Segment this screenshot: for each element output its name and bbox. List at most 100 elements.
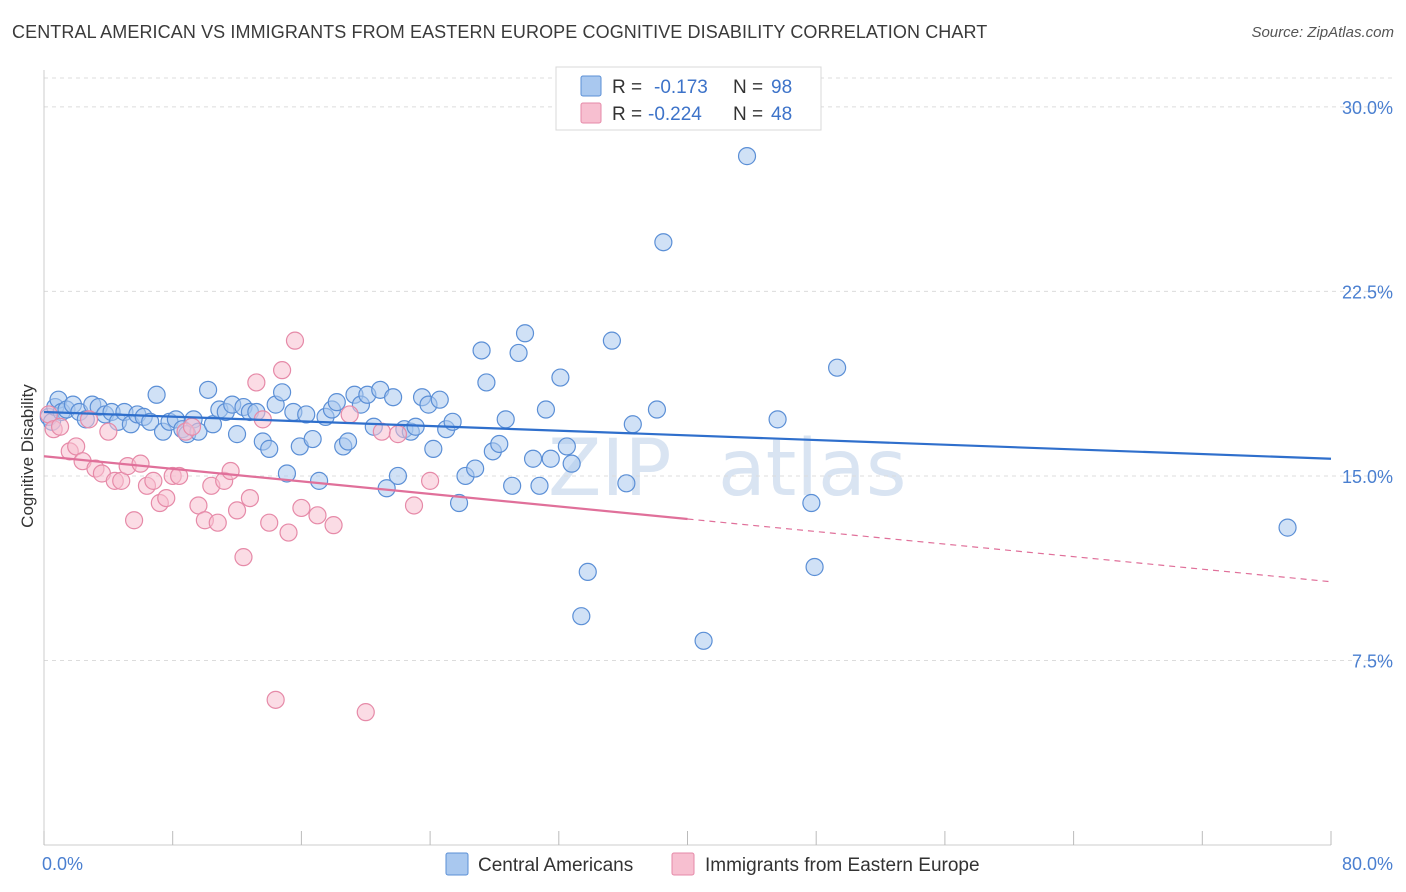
point-central-americans-19 [147, 385, 166, 404]
trend-line-1-dashed [687, 518, 1332, 583]
point-central-americans-98 [828, 358, 847, 377]
x-tick-label-0: 0.0% [42, 854, 83, 874]
point-eastern-europe-38 [285, 331, 305, 350]
point-eastern-europe-13 [124, 511, 144, 530]
watermark: ZIP atlas [548, 424, 907, 514]
point-central-americans-95 [768, 410, 787, 429]
point-central-americans-50 [338, 432, 358, 451]
legend-n-label-2: N = [733, 104, 763, 125]
legend-r-label-1: R = [612, 77, 642, 98]
point-central-americans-93 [694, 631, 713, 650]
point-central-americans-45 [309, 471, 329, 490]
y-tick-label-1: 15.0% [1342, 467, 1393, 487]
point-eastern-europe-26 [208, 513, 227, 532]
point-central-americans-81 [536, 400, 556, 419]
point-central-americans-77 [509, 343, 528, 363]
point-central-americans-76 [503, 476, 522, 495]
point-eastern-europe-36 [272, 361, 292, 380]
point-eastern-europe-39 [292, 498, 311, 518]
point-central-americans-80 [530, 476, 549, 495]
point-eastern-europe-20 [170, 466, 189, 486]
point-eastern-europe-28 [221, 461, 240, 481]
point-central-americans-92 [654, 233, 673, 252]
point-central-americans-72 [477, 373, 496, 392]
point-eastern-europe-34 [260, 513, 279, 532]
gridlines: 7.5% 15.0% 22.5% 30.0% [44, 77, 1393, 671]
point-central-americans-75 [496, 410, 515, 429]
bottom-legend-swatch-pink [671, 852, 695, 876]
point-eastern-europe-16 [144, 471, 163, 490]
point-central-americans-57 [383, 388, 403, 407]
point-central-americans-87 [578, 562, 597, 582]
point-eastern-europe-35 [266, 690, 285, 709]
legend-r-label-2: R = [612, 104, 642, 125]
point-central-americans-85 [562, 454, 581, 473]
legend-swatch-blue [580, 75, 602, 97]
point-eastern-europe-44 [372, 422, 391, 441]
point-central-americans-90 [623, 415, 642, 434]
point-eastern-europe-47 [421, 471, 440, 490]
y-tick-label-3: 30.0% [1342, 98, 1393, 118]
series-immigrants-eastern-europe [39, 331, 440, 722]
point-central-americans-44 [303, 429, 322, 449]
point-eastern-europe-14 [131, 454, 150, 473]
point-central-americans-18 [141, 412, 160, 431]
point-central-americans-40 [277, 464, 297, 483]
point-eastern-europe-18 [157, 488, 176, 508]
bottom-legend-label-eastern-europe: Immigrants from Eastern Europe [705, 855, 980, 876]
point-eastern-europe-30 [234, 548, 253, 567]
point-central-americans-96 [802, 493, 821, 513]
point-central-americans-68 [449, 493, 469, 513]
point-eastern-europe-40 [308, 506, 327, 525]
point-eastern-europe-6 [79, 410, 99, 429]
top-legend: R = -0.173 N = 98 R = -0.224 N = 48 [555, 66, 822, 131]
point-central-americans-99 [1278, 518, 1297, 537]
point-central-americans-39 [272, 383, 292, 402]
trend-line-1-solid [43, 455, 688, 521]
y-axis-label: Cognitive Disability [18, 384, 37, 528]
point-central-americans-94 [737, 147, 757, 166]
point-eastern-europe-2 [50, 417, 70, 436]
legend-n-label-1: N = [733, 77, 763, 98]
point-eastern-europe-37 [279, 523, 298, 542]
point-eastern-europe-42 [340, 405, 359, 424]
point-central-americans-89 [617, 474, 636, 493]
point-central-americans-97 [805, 557, 824, 577]
point-central-americans-82 [541, 449, 560, 468]
point-central-americans-58 [388, 466, 408, 486]
legend-n-value-1: 98 [771, 77, 792, 98]
point-eastern-europe-22 [182, 417, 202, 436]
point-eastern-europe-41 [324, 516, 343, 535]
legend-r-value-2: -0.224 [648, 104, 702, 125]
point-eastern-europe-29 [227, 501, 247, 520]
point-eastern-europe-43 [356, 703, 375, 722]
trend-lines [43, 410, 1332, 583]
bottom-legend-swatch-blue [445, 852, 469, 876]
point-central-americans-32 [227, 425, 247, 444]
bottom-legend: Central Americans Immigrants from Easter… [445, 852, 980, 876]
x-tick-label-1: 80.0% [1342, 854, 1393, 874]
point-eastern-europe-45 [388, 425, 408, 444]
point-eastern-europe-32 [247, 373, 266, 392]
bottom-legend-label-central-americans: Central Americans [478, 855, 633, 876]
point-central-americans-71 [472, 341, 491, 360]
point-central-americans-27 [198, 380, 218, 399]
series-central-americans [39, 147, 1297, 650]
legend-r-value-1: -0.173 [654, 77, 708, 98]
point-central-americans-43 [297, 405, 316, 424]
point-central-americans-83 [551, 368, 570, 387]
point-eastern-europe-9 [99, 422, 118, 441]
point-central-americans-88 [602, 331, 621, 350]
legend-swatch-pink [580, 102, 602, 124]
axes: 0.0% 80.0% [42, 70, 1393, 874]
point-central-americans-86 [572, 607, 591, 626]
point-central-americans-74 [490, 434, 509, 454]
point-central-americans-37 [260, 439, 279, 458]
legend-n-value-2: 48 [771, 104, 792, 125]
point-central-americans-48 [327, 393, 346, 412]
point-central-americans-79 [523, 449, 543, 468]
point-central-americans-84 [557, 437, 576, 456]
trend-line-0 [43, 410, 1332, 460]
point-central-americans-78 [515, 324, 535, 343]
